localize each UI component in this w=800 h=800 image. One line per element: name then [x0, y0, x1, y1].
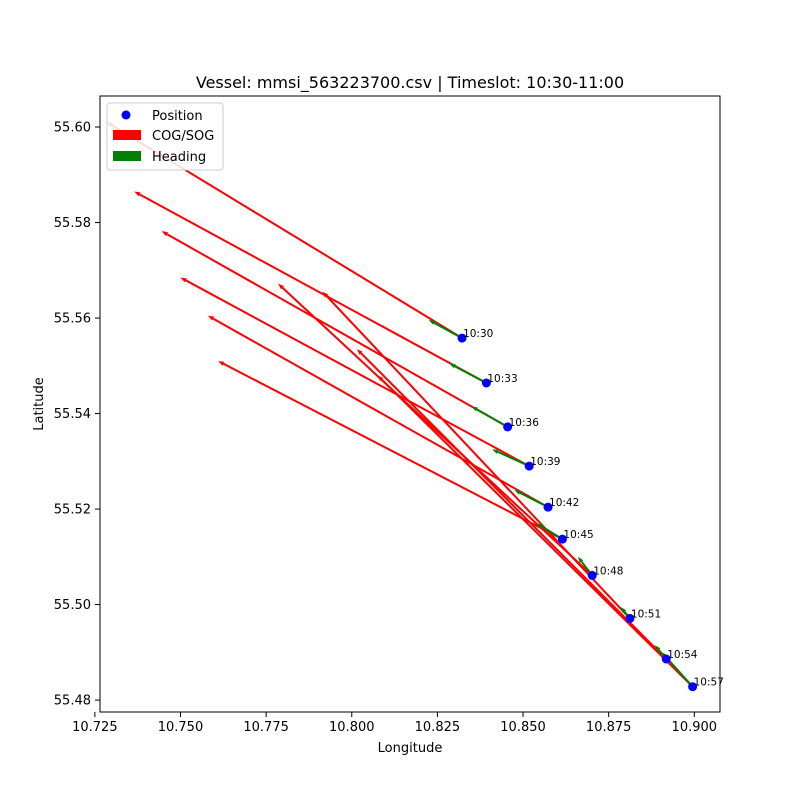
cog-arrow-head [218, 361, 225, 366]
cog-arrow [207, 315, 549, 509]
plot-frame [99, 95, 721, 713]
y-tick-label: 55.60 [54, 121, 91, 136]
y-tick-label: 55.48 [54, 694, 91, 709]
position-point [688, 682, 698, 692]
cog-arrow [322, 291, 631, 620]
cog-arrow-shaft [166, 233, 509, 428]
cog-arrow-shaft [360, 352, 667, 660]
heading-arrow [428, 319, 463, 339]
cog-arrow-shaft [212, 317, 549, 509]
position-point [524, 461, 534, 471]
time-label: 10:39 [530, 456, 560, 468]
position-point [625, 613, 635, 623]
legend-marker-cog [113, 130, 141, 140]
position-point [661, 654, 671, 664]
chart-title: Vessel: mmsi_563223700.csv | Timeslot: 1… [196, 73, 624, 93]
cog-arrow-shaft [326, 295, 631, 620]
heading-arrow-shaft [519, 491, 549, 509]
heading-arrow-head [536, 523, 544, 529]
cog-arrow [278, 283, 593, 577]
time-label: 10:45 [563, 529, 593, 541]
cog-arrow-head [377, 375, 384, 382]
heading-arrow-shaft [433, 321, 463, 339]
y-tick-label: 55.56 [54, 312, 91, 327]
position-point [557, 534, 567, 544]
cog-arrow [134, 191, 487, 384]
cog-arrow-shaft [281, 287, 593, 577]
time-label: 10:48 [593, 565, 623, 577]
position-point [503, 422, 513, 432]
x-tick-label: 10.800 [329, 720, 375, 735]
legend-marker-heading [113, 151, 141, 161]
position-point [481, 378, 491, 388]
time-label: 10:30 [463, 328, 493, 340]
x-tick-label: 10.850 [500, 720, 546, 735]
heading-arrow-head [449, 363, 456, 369]
heading-arrow-head [620, 606, 627, 613]
cog-arrow-head [322, 291, 329, 298]
time-label: 10:33 [487, 373, 517, 385]
cog-arrow [218, 361, 563, 541]
cog-arrow-shaft [139, 193, 487, 384]
heading-arrow-head [514, 489, 521, 495]
legend: Position COG/SOG Heading [106, 102, 224, 171]
y-tick-label: 55.52 [54, 503, 91, 518]
x-axis-label: Longitude [378, 741, 443, 756]
cog-arrow-head [356, 349, 363, 355]
x-tick-label: 10.725 [72, 720, 118, 735]
cog-arrow [377, 375, 694, 688]
cog-arrow-head [134, 191, 141, 197]
x-tick-label: 10.750 [158, 720, 204, 735]
y-tick-label: 55.58 [54, 216, 91, 231]
cog-arrow-head [207, 315, 215, 321]
heading-arrow [492, 449, 530, 467]
y-tick-label: 55.50 [54, 598, 91, 613]
legend-label-cog: COG/SOG [152, 129, 214, 144]
cog-arrow-head [278, 283, 285, 290]
time-label: 10:51 [631, 608, 661, 620]
time-label: 10:57 [694, 677, 724, 689]
cog-arrow-shaft [381, 378, 694, 688]
heading-arrow-shaft [476, 408, 509, 428]
heading-arrow [449, 363, 487, 384]
x-tick-label: 10.900 [672, 720, 718, 735]
y-axis: 55.48 55.50 55.52 55.54 55.56 55.58 55.60 [54, 121, 100, 709]
position-point [543, 502, 553, 512]
cog-arrow [180, 277, 530, 467]
position-point [587, 570, 597, 580]
time-label: 10:36 [509, 417, 540, 429]
x-tick-label: 10.775 [243, 720, 289, 735]
legend-label-position: Position [152, 109, 203, 124]
heading-arrow-head [654, 645, 661, 652]
heading-arrow-shaft [497, 450, 530, 467]
cog-arrow [161, 231, 509, 428]
heading-arrow [514, 489, 549, 509]
cog-arrow-head [180, 277, 187, 283]
x-tick-label: 10.875 [586, 720, 632, 735]
x-axis: 10.725 10.750 10.775 10.800 10.825 10.850 10.8… [72, 712, 717, 735]
time-label: 10:42 [549, 497, 579, 509]
heading-arrow-head [428, 319, 436, 325]
cog-arrow-head [161, 231, 168, 237]
y-axis-label: Latitude [32, 377, 47, 431]
heading-arrow-head [471, 406, 478, 412]
cog-arrow-shaft [185, 279, 530, 467]
y-tick-label: 55.54 [54, 407, 91, 422]
heading-arrow-head [492, 449, 499, 454]
legend-label-heading: Heading [152, 150, 206, 165]
position-point [457, 333, 467, 343]
heading-arrow-shaft [665, 656, 694, 688]
cog-arrow-shaft [223, 362, 563, 541]
heading-arrow-shaft [454, 365, 487, 384]
heading-arrow [471, 406, 509, 428]
cog-arrow [356, 349, 667, 660]
time-label: 10:54 [667, 649, 698, 661]
heading-arrow-head [577, 556, 584, 563]
plot-area: 10:30 10:33 10:36 10:39 10:42 10:45 10:48 10:51… [106, 122, 724, 692]
x-tick-label: 10.825 [415, 720, 461, 735]
legend-marker-position [121, 110, 131, 120]
